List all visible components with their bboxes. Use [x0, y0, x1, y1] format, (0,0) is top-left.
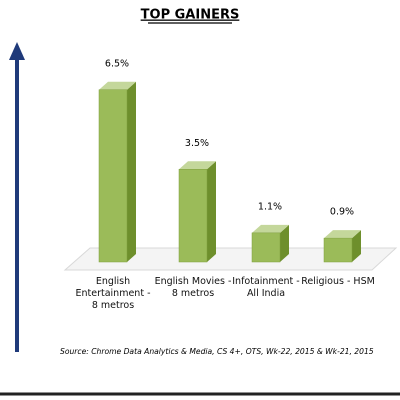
bar-side	[127, 81, 136, 262]
bar-top	[324, 230, 361, 239]
arrow-head	[9, 42, 25, 60]
bar-side	[207, 161, 216, 262]
x-tick-label: Infotainment - All India	[232, 276, 300, 299]
bar-front	[251, 232, 281, 263]
value-label: 0.9%	[330, 207, 354, 218]
source: Source: Chrome Data Analytics & Media, C…	[60, 347, 374, 356]
x-tick-label: Religious - HSM	[301, 276, 375, 287]
bar-front	[323, 237, 353, 263]
value-label: 1.1%	[258, 201, 282, 212]
bar-top	[252, 224, 289, 233]
bar-side	[352, 230, 361, 262]
x-tick-label: English Entertainment - 8 metros	[75, 276, 151, 311]
x-tick-label: English Movies - 8 metros	[154, 276, 232, 299]
bar	[178, 161, 216, 263]
bar	[251, 224, 289, 263]
bar-front	[98, 89, 128, 263]
floor	[63, 247, 398, 271]
value-label: 3.5%	[185, 138, 209, 149]
bar-front	[178, 169, 208, 263]
bar-top	[179, 161, 216, 170]
bar-top	[99, 81, 136, 90]
chart-title: TOP GAINERS	[141, 8, 240, 23]
bar-side	[280, 224, 289, 262]
value-label: 6.5%	[105, 58, 129, 69]
bar	[323, 230, 361, 263]
bar	[98, 81, 136, 263]
